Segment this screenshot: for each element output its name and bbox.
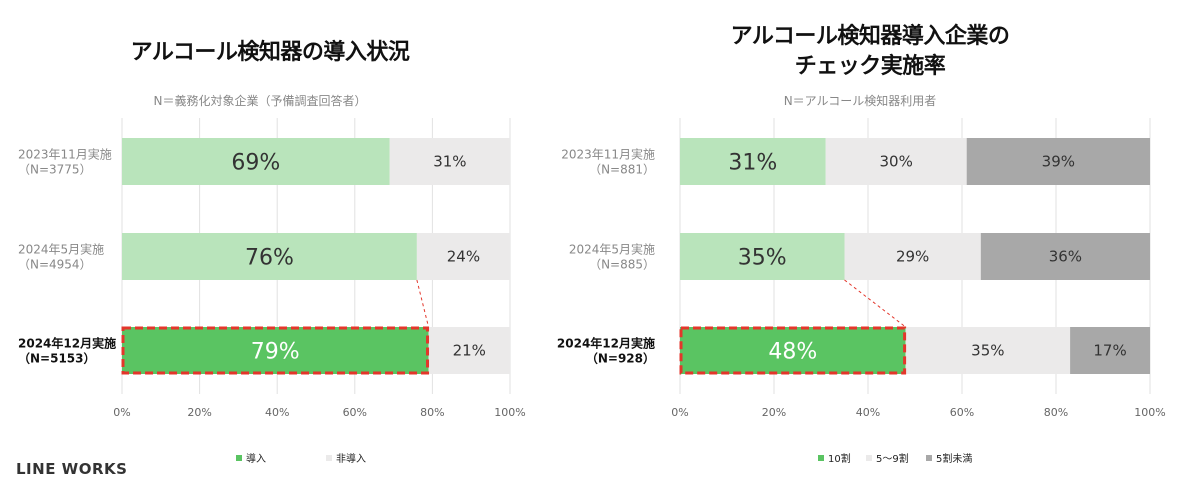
category-label: 2024年5月実施 (18, 242, 104, 257)
bar-segment (905, 327, 1071, 374)
x-tick-label: 80% (420, 406, 444, 419)
x-tick-label: 0% (113, 406, 130, 419)
category-label: 2024年12月実施 (557, 336, 655, 351)
legend-label: 5～9割 (876, 454, 909, 465)
bar-segment (1070, 327, 1150, 374)
category-label: 2023年11月実施 (561, 147, 655, 162)
chart1-subtitle: N＝義務化対象企業（予備調査回答者） (153, 94, 367, 108)
chart2-subtitle: N＝アルコール検知器利用者 (783, 94, 937, 108)
chart1-legend-item-nonadopt: 非導入 (326, 450, 366, 465)
legend-swatch (926, 454, 932, 461)
data-label: 29% (896, 248, 929, 266)
connector-line (844, 279, 906, 328)
x-tick-label: 80% (1044, 406, 1068, 419)
bar-segment (389, 138, 510, 185)
x-tick-label: 20% (187, 406, 211, 419)
data-label: 30% (880, 153, 913, 171)
bar-segment (844, 233, 981, 280)
chart2-legend-item-5-9: 5～9割 (866, 450, 909, 465)
data-label: 31% (728, 151, 777, 176)
brand-logo: LINE WORKS (16, 460, 128, 478)
bar-segment (428, 327, 510, 374)
data-label: 69% (231, 151, 280, 176)
bar-segment (680, 233, 845, 280)
legend-swatch (326, 454, 332, 461)
x-tick-label: 100% (1134, 406, 1165, 419)
data-label: 21% (453, 342, 486, 360)
data-label: 31% (433, 153, 466, 171)
data-label: 35% (971, 342, 1004, 360)
legend-swatch (236, 454, 242, 461)
category-label: 2023年11月実施 (18, 147, 112, 162)
data-label: 24% (447, 248, 480, 266)
chart2-title-line1: アルコール検知器導入企業の (730, 24, 1010, 49)
category-label: 2024年5月実施 (569, 242, 655, 257)
legend-label: 非導入 (336, 454, 366, 465)
chart2-title-line2: チェック実施率 (794, 54, 946, 79)
connector-line (416, 279, 430, 328)
bar-segment (680, 327, 906, 374)
bar-segment (416, 233, 510, 280)
legend-label: 10割 (828, 454, 851, 465)
category-label: （N=4954） (18, 258, 92, 272)
bar-segment (122, 138, 390, 185)
data-label: 17% (1093, 342, 1126, 360)
legend-label: 5割未満 (936, 454, 973, 465)
chart2-legend-item-10: 10割 (818, 450, 851, 465)
legend-swatch (866, 454, 872, 461)
data-label: 35% (738, 246, 787, 271)
category-label: 2024年12月実施 (18, 336, 116, 351)
bar-segment (122, 327, 429, 374)
data-label: 76% (245, 246, 294, 271)
highlight-outline (679, 326, 907, 375)
chart1-title: アルコール検知器の導入状況 (130, 40, 410, 65)
bar-segment (966, 138, 1150, 185)
x-tick-label: 40% (856, 406, 880, 419)
data-label: 39% (1042, 153, 1075, 171)
legend-swatch (818, 454, 824, 461)
bar-segment (825, 138, 967, 185)
bar-segment (122, 233, 417, 280)
chart1-legend-item-adopt: 導入 (236, 450, 266, 465)
category-label: （N=928） (586, 351, 655, 366)
category-label: （N=881） (589, 163, 655, 177)
x-tick-label: 100% (494, 406, 525, 419)
chart2-legend-item-under5: 5割未満 (926, 450, 972, 465)
data-label: 48% (768, 340, 817, 365)
bar-segment (980, 233, 1150, 280)
chart2-title: アルコール検知器導入企業の チェック実施率 (640, 22, 1100, 82)
bar-segment (680, 138, 826, 185)
category-label: （N=3775） (18, 163, 92, 177)
category-label: （N=885） (589, 258, 655, 272)
x-tick-label: 60% (343, 406, 367, 419)
category-label: （N=5153） (18, 351, 96, 366)
highlight-outline (121, 326, 430, 375)
x-tick-label: 40% (265, 406, 289, 419)
x-tick-label: 20% (762, 406, 786, 419)
data-label: 79% (251, 340, 300, 365)
x-tick-label: 0% (671, 406, 688, 419)
x-tick-label: 60% (950, 406, 974, 419)
legend-label: 導入 (246, 454, 266, 465)
data-label: 36% (1049, 248, 1082, 266)
